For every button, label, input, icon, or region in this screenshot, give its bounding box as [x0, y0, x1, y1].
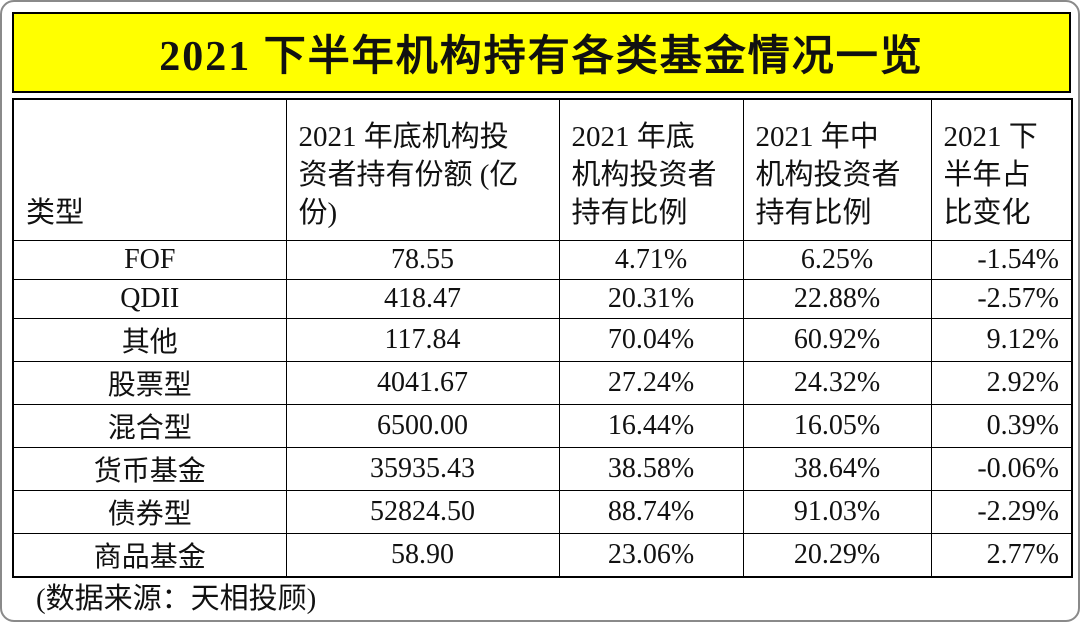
cell-shares: 52824.50: [285, 489, 560, 534]
cell-change: 9.12%: [930, 317, 1073, 362]
cell-fund-type: 其他: [12, 317, 287, 362]
data-source-note: (数据来源：天相投顾): [36, 583, 317, 615]
cell-shares: 117.84: [285, 317, 560, 362]
cell-ratio-mid: 16.05%: [742, 403, 932, 448]
table-row: 货币基金 35935.43 38.58% 38.64% -0.06%: [12, 446, 1073, 491]
cell-fund-type: FOF: [12, 239, 287, 280]
cell-change: 0.39%: [930, 403, 1073, 448]
cell-ratio-mid: 20.29%: [742, 532, 932, 577]
cell-shares: 6500.00: [285, 403, 560, 448]
col-header-fund-type: 类型: [12, 98, 287, 241]
cell-ratio-eoy: 16.44%: [558, 403, 744, 448]
cell-change: 2.77%: [930, 532, 1073, 577]
cell-fund-type: 商品基金: [12, 532, 287, 577]
cell-change: -2.57%: [930, 278, 1073, 319]
col-header-ratio-mid: 2021 年中 机构投资者 持有比例: [742, 98, 932, 241]
cell-ratio-eoy: 4.71%: [558, 239, 744, 280]
cell-fund-type: 债券型: [12, 489, 287, 534]
cell-change: -1.54%: [930, 239, 1073, 280]
title-banner: 2021 下半年机构持有各类基金情况一览: [12, 12, 1071, 93]
cell-ratio-eoy: 27.24%: [558, 360, 744, 405]
table-row: FOF 78.55 4.71% 6.25% -1.54%: [12, 239, 1073, 280]
table-row: QDII 418.47 20.31% 22.88% -2.57%: [12, 278, 1073, 319]
col-header-ratio-change: 2021 下 半年占 比变化: [930, 98, 1073, 241]
cell-fund-type: QDII: [12, 278, 287, 319]
page-title: 2021 下半年机构持有各类基金情况一览: [159, 34, 924, 80]
col-header-shares-eoy: 2021 年底机构投 资者持有份额 (亿 份): [285, 98, 560, 241]
table-row: 其他 117.84 70.04% 60.92% 9.12%: [12, 317, 1073, 362]
cell-shares: 58.90: [285, 532, 560, 577]
header-row: 类型 2021 年底机构投 资者持有份额 (亿 份) 2021 年底 机构投资者…: [12, 98, 1073, 241]
cell-fund-type: 混合型: [12, 403, 287, 448]
cell-change: 2.92%: [930, 360, 1073, 405]
cell-ratio-eoy: 20.31%: [558, 278, 744, 319]
table-row: 商品基金 58.90 23.06% 20.29% 2.77%: [12, 532, 1073, 577]
cell-ratio-mid: 91.03%: [742, 489, 932, 534]
cell-ratio-eoy: 88.74%: [558, 489, 744, 534]
cell-fund-type: 股票型: [12, 360, 287, 405]
cell-shares: 35935.43: [285, 446, 560, 491]
cell-ratio-mid: 6.25%: [742, 239, 932, 280]
cell-ratio-mid: 60.92%: [742, 317, 932, 362]
cell-shares: 418.47: [285, 278, 560, 319]
cell-ratio-mid: 22.88%: [742, 278, 932, 319]
cell-fund-type: 货币基金: [12, 446, 287, 491]
table-row: 债券型 52824.50 88.74% 91.03% -2.29%: [12, 489, 1073, 534]
table-row: 混合型 6500.00 16.44% 16.05% 0.39%: [12, 403, 1073, 448]
cell-ratio-eoy: 38.58%: [558, 446, 744, 491]
col-header-ratio-eoy: 2021 年底 机构投资者 持有比例: [558, 98, 744, 241]
cell-change: -2.29%: [930, 489, 1073, 534]
cell-shares: 78.55: [285, 239, 560, 280]
cell-ratio-mid: 38.64%: [742, 446, 932, 491]
table-row: 股票型 4041.67 27.24% 24.32% 2.92%: [12, 360, 1073, 405]
fund-holdings-table: 类型 2021 年底机构投 资者持有份额 (亿 份) 2021 年底 机构投资者…: [12, 98, 1073, 578]
cell-ratio-eoy: 70.04%: [558, 317, 744, 362]
cell-shares: 4041.67: [285, 360, 560, 405]
cell-ratio-eoy: 23.06%: [558, 532, 744, 577]
cell-ratio-mid: 24.32%: [742, 360, 932, 405]
cell-change: -0.06%: [930, 446, 1073, 491]
